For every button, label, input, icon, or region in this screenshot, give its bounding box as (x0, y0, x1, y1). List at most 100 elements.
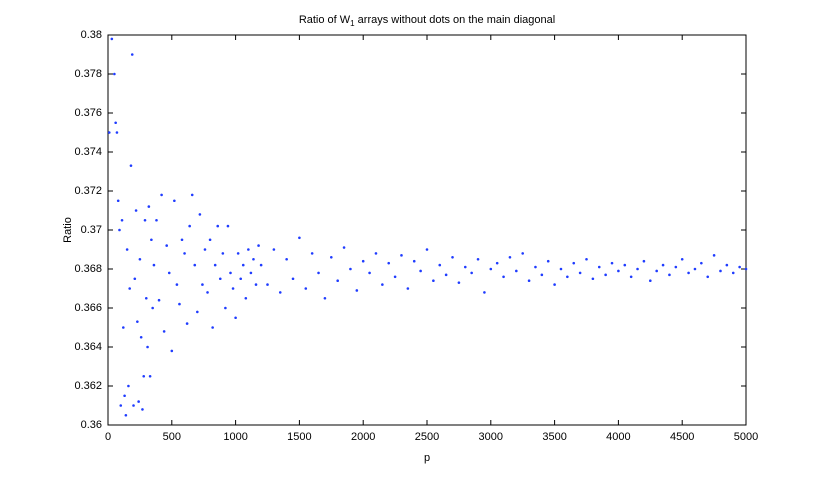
point (114, 121, 117, 125)
point (116, 199, 120, 203)
y-tick-label: 0.364 (74, 341, 102, 353)
point (470, 271, 473, 275)
point (559, 267, 563, 271)
title-subscript: 1 (350, 19, 355, 28)
x-tick-label: 0 (105, 431, 111, 443)
point (208, 238, 212, 242)
title-main: Ratio of W (299, 14, 351, 26)
point (236, 252, 240, 255)
point (231, 287, 235, 290)
point (132, 404, 135, 407)
point (387, 261, 391, 265)
point (291, 277, 295, 281)
x-tick-label: 5000 (734, 431, 758, 443)
point (668, 273, 671, 277)
point (134, 209, 138, 212)
point (129, 164, 133, 167)
point (218, 277, 222, 281)
x-tick-label: 2500 (415, 431, 439, 443)
point (317, 271, 320, 275)
point (259, 263, 263, 267)
y-tick-label: 0.366 (74, 302, 102, 314)
x-axis-label: p (424, 452, 430, 464)
point (400, 254, 403, 257)
point (167, 271, 171, 275)
point (534, 265, 537, 269)
point (226, 224, 230, 228)
point (610, 261, 614, 265)
x-tick-label: 4000 (606, 431, 630, 443)
point (508, 255, 512, 259)
point (254, 283, 258, 286)
point (712, 254, 716, 257)
point (139, 335, 143, 339)
x-tick-label: 2000 (351, 431, 375, 443)
point (213, 263, 217, 267)
x-tick-label: 3000 (479, 431, 503, 443)
point (278, 291, 282, 294)
point (138, 257, 142, 261)
point (173, 199, 176, 203)
point (110, 37, 114, 41)
point (330, 255, 333, 259)
y-tick-label: 0.376 (74, 107, 102, 119)
point (310, 252, 314, 255)
point (406, 287, 410, 290)
point (188, 224, 191, 228)
point (146, 345, 149, 349)
point (170, 349, 174, 353)
point (203, 248, 207, 251)
point (572, 261, 576, 265)
point (183, 252, 186, 255)
point (463, 265, 467, 269)
point (165, 244, 168, 247)
point (144, 296, 148, 300)
y-tick-label: 0.372 (74, 185, 102, 197)
point (585, 257, 588, 261)
point (137, 400, 140, 403)
point (141, 408, 144, 411)
point (113, 72, 116, 76)
point (515, 269, 518, 273)
point (706, 275, 710, 279)
point (597, 265, 601, 269)
point (476, 257, 480, 261)
point (257, 244, 260, 247)
point (381, 283, 384, 286)
point (136, 320, 139, 323)
point (540, 273, 544, 277)
point (241, 263, 245, 267)
point (342, 246, 346, 249)
point (483, 291, 486, 294)
point (143, 218, 147, 222)
point (115, 131, 119, 134)
x-tick-label: 3500 (542, 431, 566, 443)
x-tick-label: 4500 (670, 431, 694, 443)
point (361, 259, 365, 263)
point (147, 205, 151, 208)
point (425, 248, 429, 251)
point (719, 269, 722, 273)
point (162, 330, 166, 333)
point (266, 283, 269, 286)
point (239, 277, 243, 281)
point (216, 224, 220, 228)
point (133, 277, 137, 281)
point (444, 273, 448, 277)
point (252, 257, 255, 261)
point (457, 281, 461, 284)
point (124, 413, 128, 417)
chart-title: Ratio of W1 arrays without dots on the m… (299, 14, 555, 28)
point (128, 287, 131, 290)
point (725, 263, 729, 267)
point (196, 310, 199, 314)
point (119, 404, 123, 407)
point (272, 248, 276, 251)
point (125, 248, 129, 251)
y-tick-label: 0.368 (74, 263, 102, 275)
y-tick-label: 0.37 (81, 224, 102, 236)
x-tick-label: 500 (163, 431, 181, 443)
point (374, 252, 378, 255)
